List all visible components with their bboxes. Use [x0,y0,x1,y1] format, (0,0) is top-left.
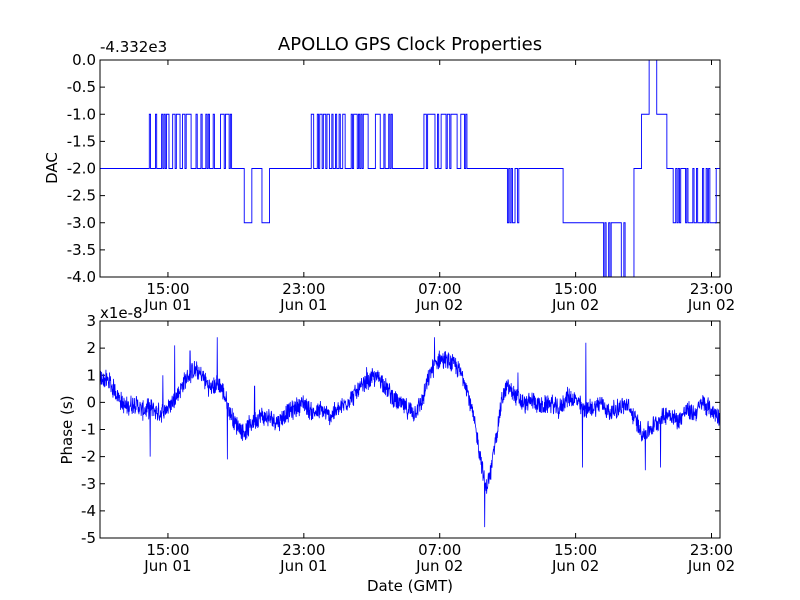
x-tick-date-label: Jun 02 [551,557,599,575]
x-tick-date-label: Jun 02 [551,296,599,314]
x-tick-time-label: 15:00 [146,280,189,298]
x-tick-date-label: Jun 02 [415,296,463,314]
x-tick-date-label: Jun 01 [143,557,191,575]
x-tick-time-label: 23:00 [282,541,325,559]
dac-plot-frame [99,59,721,278]
y-tick-label: -4.0 [67,268,96,286]
x-tick-time-label: 15:00 [146,541,189,559]
x-tick-time-label: 23:00 [282,280,325,298]
y-tick-label: -3.5 [67,241,96,259]
dac-axis-label: DAC [43,152,61,184]
x-tick-time-label: 23:00 [690,541,733,559]
y-tick-label: -4 [81,502,96,520]
x-tick-date-label: Jun 01 [279,557,327,575]
y-tick-label: -3.0 [67,214,96,232]
y-tick-label: 3 [86,312,96,330]
phase-subplot: x1e-8 Phase (s) Date (GMT) 3 2 1 0 -1 -2 -3 -4 -… [58,304,735,595]
dac-offset-text: -4.332e3 [100,38,167,56]
x-tick-time-label: 07:00 [418,541,461,559]
y-tick-label: 0.0 [72,51,96,69]
x-tick-time-label: 15:00 [554,280,597,298]
dac-series [100,60,720,277]
x-tick-date-label: Jun 02 [687,557,735,575]
y-tick-label: -3 [81,475,96,493]
y-tick-label: -1.0 [67,105,96,123]
x-tick-time-label: 07:00 [418,280,461,298]
x-tick-time-label: 15:00 [554,541,597,559]
y-tick-label: -0.5 [67,78,96,96]
x-tick-date-label: Jun 02 [415,557,463,575]
y-tick-label: -1 [81,421,96,439]
phase-offset-text: x1e-8 [100,304,143,322]
y-tick-label: 1 [86,366,96,384]
phase-line [100,337,720,528]
x-tick-date-label: Jun 02 [687,296,735,314]
chart-title: APOLLO GPS Clock Properties [278,34,542,55]
y-tick-label: -5 [81,529,96,547]
dac-subplot: -4.332e3 DAC 0.0 -0.5 -1.0 -1.5 -2.0 -2.5 -3.0… [43,38,735,314]
y-tick-label: 0 [86,393,96,411]
date-axis-label: Date (GMT) [367,577,453,595]
phase-plot-frame [99,320,721,539]
y-tick-label: -2.5 [67,187,96,205]
y-tick-label: 2 [86,339,96,357]
phase-series [100,337,720,528]
x-tick-time-label: 23:00 [690,280,733,298]
dac-line [100,60,720,277]
y-tick-label: -1.5 [67,132,96,150]
y-tick-label: -2 [81,448,96,466]
dac-ticks: 0.0 -0.5 -1.0 -1.5 -2.0 -2.5 -3.0 -3.5 -4.0 15:00… [67,51,735,314]
phase-axis-label: Phase (s) [58,395,76,464]
x-tick-date-label: Jun 01 [279,296,327,314]
y-tick-label: -2.0 [67,160,96,178]
x-tick-date-label: Jun 01 [143,296,191,314]
